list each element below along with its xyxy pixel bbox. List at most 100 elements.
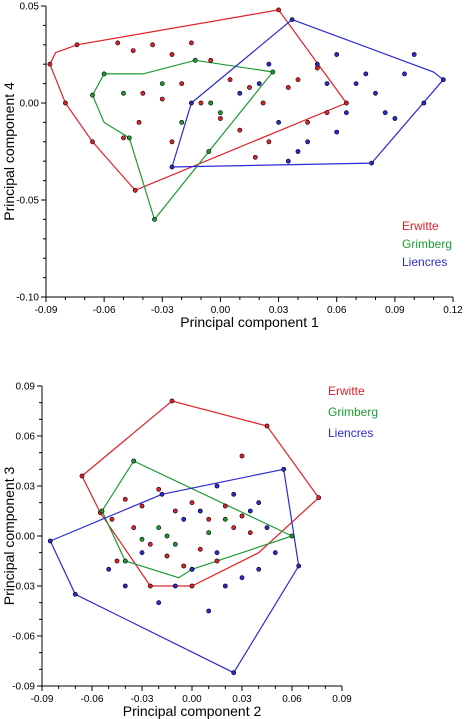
point-liencres — [247, 508, 253, 514]
point-erwitte — [47, 61, 53, 67]
point-erwitte — [122, 496, 128, 502]
point-liencres — [172, 583, 178, 589]
hull-liencres — [49, 468, 300, 674]
point-erwitte — [147, 583, 153, 589]
point-liencres — [369, 160, 374, 166]
point-liencres — [343, 110, 349, 116]
point-erwitte — [109, 516, 115, 522]
point-grimberg — [206, 149, 212, 154]
point-liencres — [334, 129, 340, 135]
point-liencres — [256, 566, 262, 572]
point-grimberg — [206, 530, 212, 536]
point-grimberg — [156, 525, 162, 531]
point-erwitte — [150, 42, 155, 48]
point-erwitte — [172, 508, 178, 514]
point-erwitte — [181, 563, 187, 569]
point-erwitte — [314, 65, 320, 71]
point-grimberg — [270, 69, 276, 75]
point-erwitte — [214, 558, 220, 564]
point-liencres — [334, 52, 340, 57]
point-grimberg — [101, 71, 107, 77]
point-liencres — [353, 81, 359, 86]
point-liencres — [296, 563, 302, 569]
hull-liencres — [171, 18, 445, 168]
point-liencres — [106, 566, 112, 572]
point-grimberg — [164, 533, 170, 539]
y-tick-label: -0.05 — [16, 196, 39, 207]
x-tick-label: 0.03 — [232, 694, 252, 705]
point-liencres — [295, 149, 301, 154]
point-grimberg — [159, 81, 165, 86]
point-erwitte — [316, 495, 322, 501]
point-erwitte — [208, 57, 214, 63]
point-erwitte — [139, 503, 145, 509]
point-erwitte — [189, 583, 195, 589]
point-liencres — [314, 61, 320, 67]
point-liencres — [239, 575, 245, 581]
point-erwitte — [159, 96, 165, 102]
point-erwitte — [136, 120, 142, 125]
point-erwitte — [206, 516, 212, 522]
y-tick-label: 0.05 — [20, 2, 40, 13]
point-erwitte — [156, 486, 162, 492]
point-erwitte — [217, 116, 223, 121]
hull-grimberg — [91, 59, 274, 221]
point-grimberg — [217, 110, 223, 116]
point-erwitte — [121, 135, 126, 141]
point-grimberg — [139, 536, 145, 542]
point-erwitte — [169, 139, 175, 145]
point-erwitte — [260, 100, 266, 106]
point-liencres — [363, 71, 369, 77]
point-liencres — [188, 100, 194, 106]
x-tick-label: 0.03 — [269, 305, 289, 316]
point-erwitte — [198, 100, 204, 106]
legend-entry-erwitte: Erwitte — [402, 219, 439, 233]
point-erwitte — [252, 154, 258, 160]
y-tick-label: 0.03 — [16, 482, 36, 493]
point-liencres — [139, 550, 145, 556]
point-erwitte — [63, 100, 68, 106]
x-tick-label: 0.00 — [182, 694, 202, 705]
point-erwitte — [179, 81, 185, 86]
point-grimberg — [122, 558, 128, 564]
point-liencres — [156, 600, 162, 606]
point-liencres — [402, 71, 407, 77]
point-erwitte — [276, 7, 281, 13]
y-tick-label: 0.00 — [20, 99, 40, 110]
point-grimberg — [179, 120, 185, 125]
point-erwitte — [324, 110, 330, 116]
chart-2: -0.09 -0.06 -0.03 0.00 0.03 0.06 0.09 0.09 0.06 0… — [1, 382, 378, 719]
point-erwitte — [231, 525, 237, 531]
x-tick-label: -0.06 — [93, 305, 116, 316]
x-tick-label: 0.09 — [385, 305, 405, 316]
x-tick-label: 0.12 — [443, 305, 463, 316]
point-liencres — [169, 164, 175, 170]
legend-entry-grimberg: Grimberg — [328, 405, 378, 419]
point-grimberg — [192, 57, 198, 63]
point-liencres — [256, 500, 262, 506]
point-liencres — [411, 52, 417, 57]
point-erwitte — [132, 187, 138, 193]
point-grimberg — [208, 100, 214, 106]
y-tick-label: -0.10 — [16, 293, 39, 304]
point-erwitte — [222, 503, 228, 509]
point-liencres — [214, 550, 220, 556]
point-grimberg — [90, 92, 95, 98]
point-liencres — [47, 538, 53, 544]
point-liencres — [159, 491, 165, 497]
point-liencres — [197, 508, 203, 514]
point-erwitte — [140, 90, 146, 96]
point-erwitte — [285, 85, 291, 90]
point-grimberg — [152, 216, 157, 222]
point-erwitte — [90, 139, 95, 145]
y-tick-label: 0.06 — [16, 432, 36, 443]
point-grimberg — [131, 458, 137, 464]
point-erwitte — [188, 40, 194, 46]
y-axis-title: Principal component 4 — [1, 82, 17, 221]
point-grimberg — [126, 135, 132, 141]
point-liencres — [231, 670, 237, 676]
point-liencres — [305, 139, 310, 145]
point-erwitte — [130, 48, 136, 53]
point-liencres — [122, 583, 128, 589]
